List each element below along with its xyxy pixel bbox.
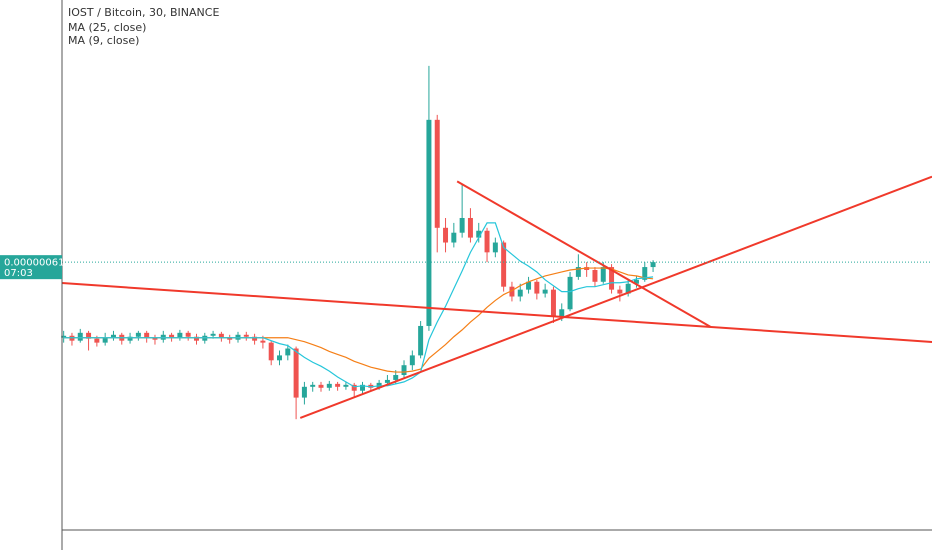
candle-body — [434, 119, 440, 228]
candle-body — [268, 342, 274, 361]
candle-body — [592, 270, 598, 282]
candle-body — [476, 230, 482, 238]
candle-body — [227, 337, 233, 340]
candle-body — [260, 340, 266, 343]
candle-body — [451, 232, 457, 243]
candle-body — [642, 267, 648, 280]
candle-body — [459, 217, 465, 233]
candle-body — [277, 355, 282, 361]
candle-body — [625, 283, 631, 294]
candle-body — [144, 332, 150, 338]
last-price-label: 0.00000061 — [4, 258, 64, 269]
candle-body — [310, 384, 316, 387]
candle-body — [517, 289, 523, 297]
candle-body — [301, 386, 307, 398]
candle-body — [94, 338, 100, 343]
candle-body — [559, 309, 565, 317]
last-price-box — [0, 255, 62, 280]
trend-line — [456, 180, 711, 328]
candle-body — [252, 336, 258, 341]
ma-line — [63, 222, 654, 388]
candle-body — [61, 335, 67, 338]
candle-body — [335, 383, 341, 387]
candle-body — [210, 333, 216, 336]
candle-body — [110, 334, 116, 338]
legend-entry: MA (9, close) — [68, 34, 139, 47]
candle-body — [293, 348, 299, 398]
candle-body — [567, 276, 573, 310]
candle-body — [384, 379, 390, 383]
candle-body — [218, 333, 224, 338]
candle-body — [318, 384, 324, 388]
candle-body — [609, 267, 615, 290]
candle-body — [102, 337, 108, 343]
candle-body — [351, 384, 357, 391]
candle-body — [326, 383, 332, 388]
candle-body — [177, 332, 183, 338]
candle-body — [575, 267, 581, 277]
candle-body — [77, 332, 83, 341]
candle-body — [443, 227, 449, 243]
candle-body — [193, 336, 199, 341]
candle-body — [617, 289, 623, 294]
candle-body — [285, 348, 291, 356]
candle-body — [152, 337, 158, 340]
countdown-label: 07:03 — [4, 268, 33, 279]
candle-body — [409, 355, 415, 366]
candle-body — [418, 325, 424, 356]
candle-body — [650, 262, 656, 268]
candle-body — [501, 242, 507, 287]
candle-body — [633, 279, 639, 284]
candle-body — [243, 334, 249, 337]
candle-body — [600, 267, 606, 282]
candle-body — [401, 365, 407, 376]
candle-body — [484, 230, 490, 253]
candle-body — [169, 334, 175, 338]
candle-body — [185, 332, 191, 337]
candle-body — [526, 281, 532, 290]
chart-title: IOST / Bitcoin, 30, BINANCE — [68, 6, 219, 19]
candle-body — [127, 336, 133, 341]
candle-body — [426, 119, 432, 326]
candle-body — [534, 281, 540, 294]
candle-body — [550, 289, 556, 317]
candle-body — [492, 242, 498, 253]
candle-body — [542, 289, 548, 294]
trend-line — [61, 282, 932, 343]
legend-entry: MA (25, close) — [68, 21, 146, 34]
candle-body — [86, 332, 92, 339]
candle-body — [343, 384, 349, 387]
candle-body — [393, 375, 399, 380]
candle-body — [135, 332, 141, 337]
candle-body — [360, 384, 366, 391]
candle-body — [509, 286, 515, 297]
candle-body — [467, 217, 473, 238]
trend-line — [299, 175, 932, 419]
